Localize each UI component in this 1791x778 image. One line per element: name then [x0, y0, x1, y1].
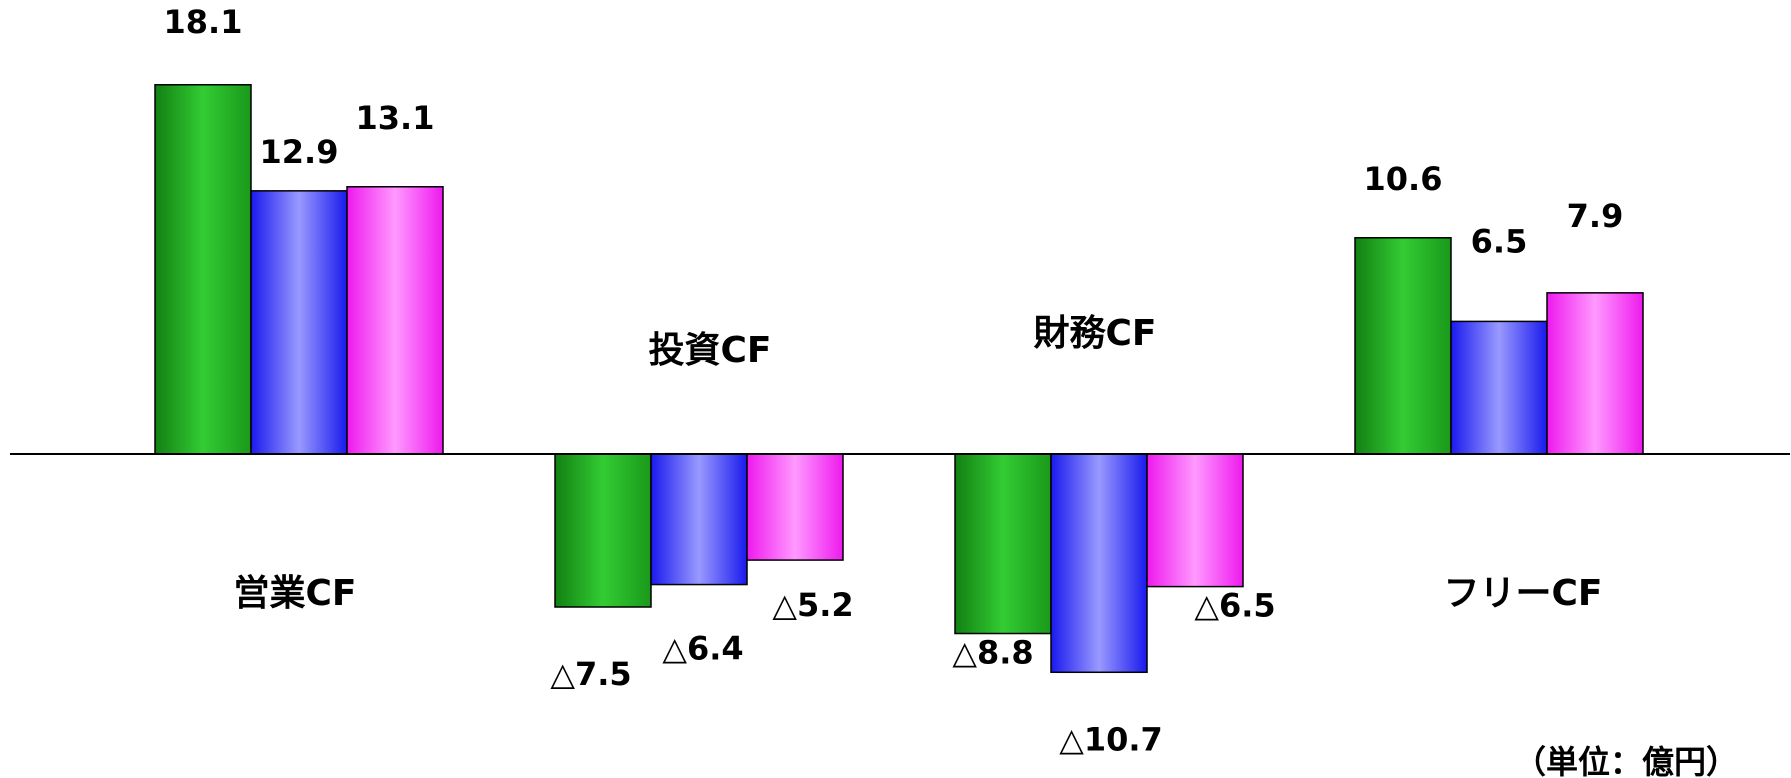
bar-0-0: [154, 84, 252, 455]
value-label-2-1: △10.7: [1059, 720, 1163, 758]
bar-1-2: [746, 453, 844, 561]
bar-3-1: [1450, 320, 1548, 455]
bar-2-2: [1146, 453, 1244, 588]
bar-3-0: [1354, 237, 1452, 455]
bar-0-1: [250, 190, 348, 455]
value-label-1-2: △5.2: [772, 586, 853, 624]
category-label-1: 投資CF: [648, 330, 771, 371]
bars-layer: [154, 84, 1644, 674]
bar-1-0: [554, 453, 652, 608]
category-label-0: 営業CF: [233, 573, 356, 614]
value-label-2-2: △6.5: [1194, 587, 1275, 625]
value-label-3-0: 10.6: [1364, 160, 1443, 198]
bar-2-1: [1050, 453, 1148, 674]
bar-0-2: [346, 186, 444, 455]
category-label-2: 財務CF: [1033, 313, 1156, 354]
value-label-0-2: 13.1: [356, 99, 435, 137]
labels-layer: 18.1 12.9 13.1 営業CF △7.5 △6.4 △5.2 投資CF △8.8 △10.…: [164, 3, 1624, 759]
unit-label: （単位：億円）: [1514, 743, 1738, 778]
value-label-0-1: 12.9: [260, 133, 339, 171]
value-label-2-0: △8.8: [952, 634, 1033, 672]
bar-3-2: [1546, 292, 1644, 455]
value-label-1-0: △7.5: [550, 655, 631, 693]
value-label-0-0: 18.1: [164, 3, 243, 41]
bar-2-0: [954, 453, 1052, 635]
value-label-3-2: 7.9: [1567, 197, 1624, 235]
value-label-1-1: △6.4: [662, 630, 743, 668]
category-label-3: フリーCF: [1443, 573, 1602, 614]
bar-1-1: [650, 453, 748, 586]
value-label-3-1: 6.5: [1471, 222, 1528, 260]
